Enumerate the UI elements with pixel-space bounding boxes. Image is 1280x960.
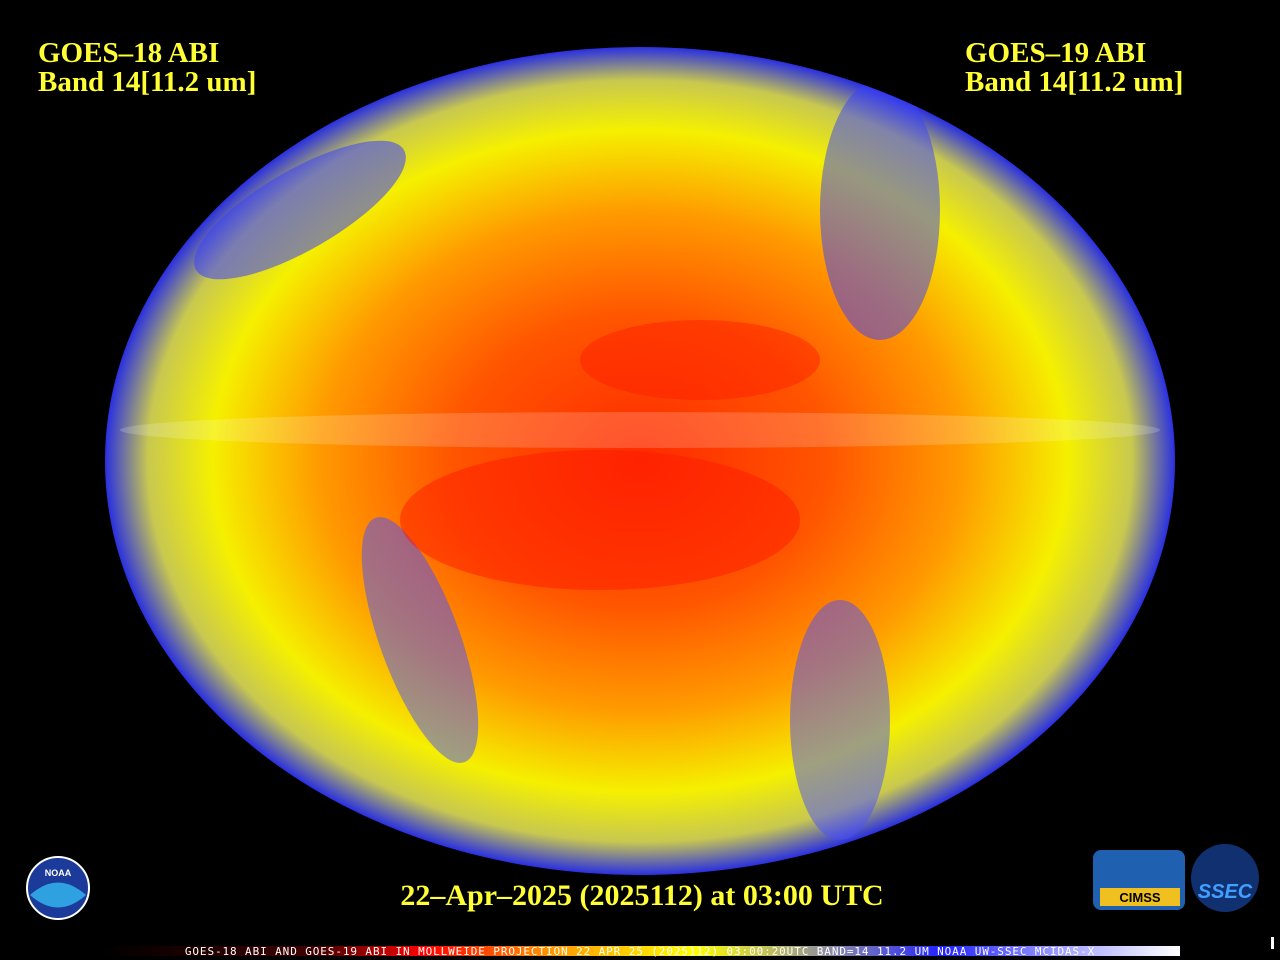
left-title: GOES–18 ABI: [38, 37, 219, 69]
noaa-label: NOAA: [45, 868, 72, 878]
right-title: GOES–19 ABI: [965, 37, 1146, 69]
ssec-circle: [1191, 844, 1259, 912]
cloud-band: [361, 517, 479, 763]
ssec-logo: SSEC: [1191, 844, 1259, 912]
cimss-logo: CIMSS: [1093, 850, 1185, 910]
cimss-banner: [1100, 888, 1180, 906]
cloud-band: [194, 140, 406, 280]
footer-caption: GOES-18 ABI AND GOES-19 ABI IN MOLLWEIDE…: [185, 945, 1095, 958]
cloud-features: [120, 80, 1160, 840]
left-band: Band 14[11.2 um]: [38, 66, 256, 98]
itcz-clouds: [120, 412, 1160, 448]
warm-region: [580, 320, 820, 400]
right-band: Band 14[11.2 um]: [965, 66, 1183, 98]
color-bar: [100, 946, 1180, 956]
cloud-band: [820, 80, 940, 340]
warm-region: [400, 450, 800, 590]
cimss-label: CIMSS: [1119, 890, 1161, 905]
noaa-logo: NOAA: [26, 856, 90, 920]
cloud-band: [790, 600, 890, 840]
noaa-wave: [30, 882, 86, 908]
ssec-label: SSEC: [1198, 881, 1253, 903]
timestamp: 22–Apr–2025 (2025112) at 03:00 UTC: [400, 879, 883, 912]
corner-marker: [1271, 937, 1274, 949]
